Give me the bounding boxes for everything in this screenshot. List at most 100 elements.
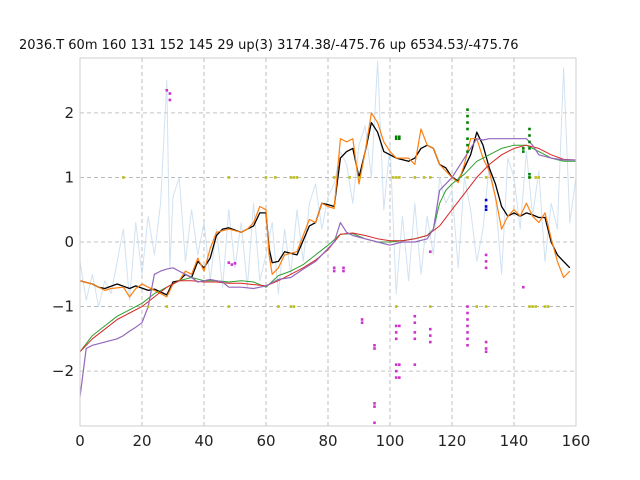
marker-point	[475, 305, 479, 308]
marker-point	[528, 134, 531, 137]
series-line-trend	[79, 138, 576, 397]
x-tick-label: 40	[194, 432, 213, 450]
marker-point	[484, 176, 488, 179]
axis-ticks: 0 20 40 60 80 100 120 140 160 −2 −1 0 1 …	[52, 104, 590, 450]
chart-title: 2036.T 60m 160 131 152 145 29 up(3) 3174…	[19, 38, 519, 53]
marker-point	[413, 337, 417, 341]
marker-point	[484, 205, 488, 208]
marker-point	[168, 92, 172, 95]
marker-point	[413, 321, 417, 325]
marker-point	[122, 176, 125, 179]
marker-point	[394, 369, 398, 373]
x-tick-label: 60	[256, 432, 275, 450]
marker-point	[466, 343, 469, 347]
marker-point	[274, 176, 277, 179]
marker-point	[484, 350, 488, 354]
marker-point	[466, 331, 469, 334]
marker-point	[484, 198, 488, 202]
series-layer	[79, 60, 577, 397]
marker-point	[398, 376, 401, 379]
x-tick-label: 100	[376, 432, 405, 450]
marker-point	[227, 176, 231, 179]
y-tick-label: −1	[52, 298, 74, 316]
marker-point	[394, 176, 398, 179]
marker-point	[466, 143, 469, 147]
marker-point	[292, 176, 296, 179]
series-line-slow	[79, 144, 577, 353]
plot-frame	[79, 57, 577, 427]
marker-point	[398, 363, 401, 366]
marker-point	[522, 150, 525, 153]
marker-point	[413, 314, 417, 318]
marker-point	[466, 324, 469, 328]
marker-point	[429, 327, 432, 331]
marker-point	[466, 337, 469, 341]
marker-point	[332, 266, 336, 270]
marker-point	[534, 305, 537, 308]
marker-point	[531, 305, 534, 308]
marker-point	[233, 262, 237, 265]
marker-point	[394, 305, 398, 308]
marker-point	[413, 331, 417, 334]
marker-point	[429, 334, 432, 337]
marker-point	[289, 305, 293, 308]
marker-point	[394, 135, 398, 139]
marker-point	[484, 253, 488, 257]
marker-point	[391, 176, 395, 179]
y-tick-label: 0	[64, 233, 74, 251]
marker-point	[413, 363, 417, 366]
marker-point	[227, 261, 231, 264]
marker-point	[484, 266, 488, 270]
marker-point	[295, 176, 299, 179]
marker-point	[528, 147, 531, 150]
marker-point	[373, 347, 376, 350]
marker-point	[429, 340, 432, 344]
marker-point	[484, 208, 488, 212]
marker-point	[484, 305, 488, 308]
marker-point	[373, 405, 376, 408]
marker-point	[484, 347, 488, 350]
marker-point	[289, 176, 293, 179]
x-tick-label: 20	[132, 432, 151, 450]
marker-point	[394, 337, 398, 341]
marker-point	[466, 127, 469, 131]
marker-point	[528, 172, 531, 176]
marker-point	[413, 176, 417, 179]
marker-point	[373, 402, 376, 405]
y-tick-label: 2	[64, 104, 74, 122]
markers-layer	[122, 88, 550, 425]
marker-point	[165, 305, 169, 308]
x-tick-label: 160	[562, 432, 591, 450]
marker-point	[429, 250, 432, 253]
x-tick-label: 120	[438, 432, 467, 450]
marker-point	[230, 263, 234, 266]
marker-point	[373, 343, 376, 347]
marker-point	[466, 121, 469, 124]
marker-point	[394, 331, 398, 334]
marker-point	[528, 305, 531, 308]
marker-point	[332, 176, 336, 179]
x-tick-label: 140	[500, 432, 529, 450]
marker-point	[528, 176, 531, 179]
marker-point	[357, 176, 361, 179]
marker-point	[466, 150, 469, 153]
marker-point	[466, 108, 469, 111]
marker-point	[373, 421, 376, 425]
marker-point	[264, 176, 268, 179]
marker-point	[466, 311, 469, 315]
marker-point	[227, 305, 231, 308]
marker-point	[466, 137, 469, 141]
marker-point	[546, 305, 550, 308]
marker-point	[466, 114, 469, 118]
marker-point	[394, 376, 398, 379]
marker-point	[394, 137, 398, 141]
marker-point	[292, 305, 296, 308]
marker-point	[398, 135, 401, 139]
marker-point	[422, 176, 426, 179]
marker-point	[342, 269, 345, 273]
marker-point	[342, 266, 345, 270]
marker-point	[332, 269, 336, 273]
marker-point	[537, 176, 541, 179]
marker-point	[394, 324, 398, 328]
